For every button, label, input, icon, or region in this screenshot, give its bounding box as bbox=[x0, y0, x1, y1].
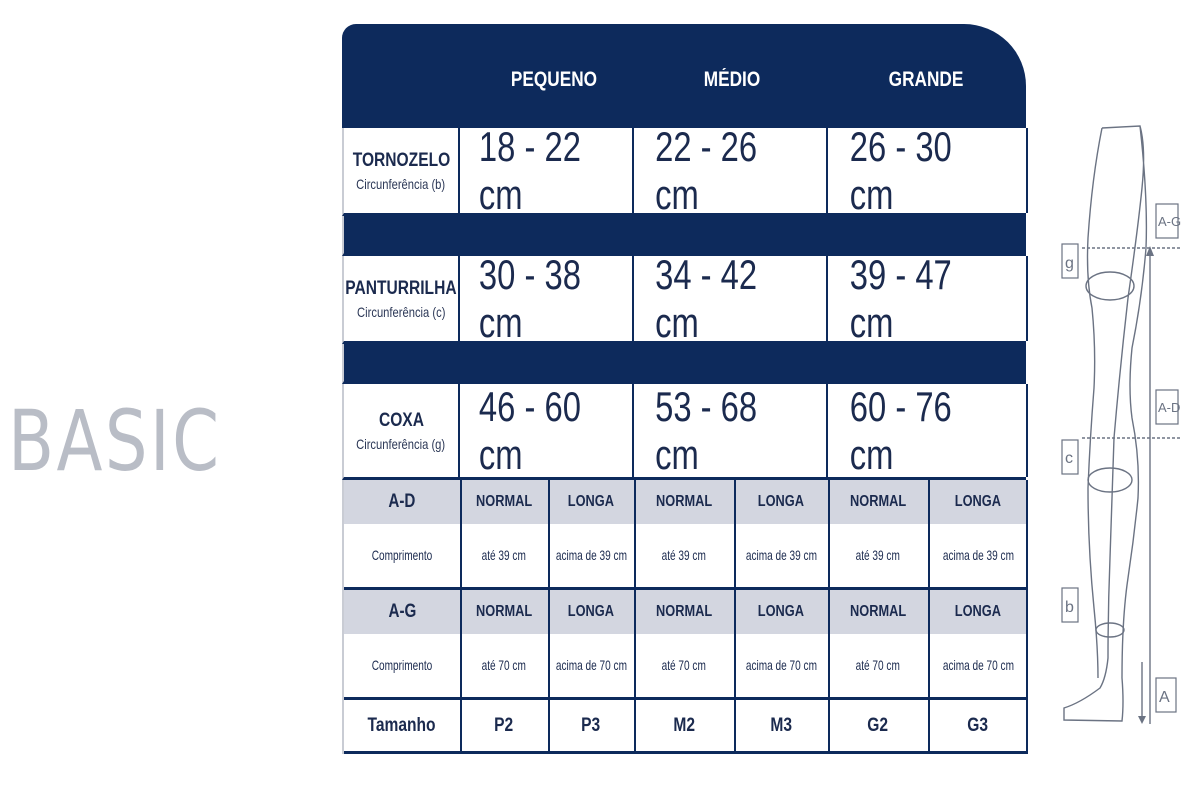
size-code: M2 bbox=[673, 714, 695, 736]
size-medio: MÉDIO bbox=[703, 68, 761, 91]
length-type: NORMAL bbox=[655, 603, 713, 620]
value-pequeno: 30 - 38 cm bbox=[478, 250, 581, 346]
length-block-ag: A-G Comprimento NORMAL LONGA NORMAL LONG… bbox=[342, 590, 1028, 700]
length-type: LONGA bbox=[954, 603, 1002, 620]
size-header: PEQUENO MÉDIO GRANDE bbox=[342, 24, 1026, 128]
value-medio: 22 - 26 cm bbox=[655, 122, 758, 218]
tamanho-label: Tamanho bbox=[367, 714, 437, 736]
row-coxa: COXA Circunferência (g) 46 - 60 cm 53 - … bbox=[342, 382, 1028, 480]
label-cell: PANTURRILHA Circunferência (c) bbox=[344, 256, 460, 341]
measure-label: PANTURRILHA bbox=[345, 277, 457, 299]
divider-band bbox=[342, 344, 1026, 384]
row-tornozelo: TORNOZELO Circunferência (b) 18 - 22 cm … bbox=[342, 123, 1028, 218]
length-value: acima de 70 cm bbox=[555, 657, 627, 673]
label-b: b bbox=[1065, 599, 1074, 616]
length-type: LONGA bbox=[757, 493, 805, 510]
length-value: até 70 cm bbox=[661, 657, 707, 673]
length-sub: Comprimento bbox=[371, 547, 433, 563]
length-type: NORMAL bbox=[849, 493, 907, 510]
length-label: A-D bbox=[388, 491, 416, 512]
size-code: G2 bbox=[867, 714, 889, 736]
label-ad: A-D bbox=[1158, 400, 1180, 415]
length-type: NORMAL bbox=[655, 493, 713, 510]
label-g: g bbox=[1065, 255, 1074, 272]
length-type: LONGA bbox=[567, 493, 615, 510]
label-cell: COXA Circunferência (g) bbox=[344, 384, 460, 477]
length-label: A-G bbox=[388, 601, 416, 622]
size-grande: GRANDE bbox=[888, 68, 964, 91]
value-grande: 26 - 30 cm bbox=[849, 122, 952, 218]
length-value: acima de 39 cm bbox=[555, 547, 627, 563]
measure-label: TORNOZELO bbox=[352, 149, 450, 171]
value-medio: 53 - 68 cm bbox=[655, 382, 758, 478]
size-code: P3 bbox=[581, 714, 601, 736]
measure-label: COXA bbox=[378, 409, 424, 431]
size-pequeno: PEQUENO bbox=[510, 68, 598, 91]
length-type: NORMAL bbox=[475, 493, 533, 510]
length-type: LONGA bbox=[567, 603, 615, 620]
length-value: até 70 cm bbox=[481, 657, 527, 673]
measure-sub: Circunferência (b) bbox=[356, 175, 446, 192]
length-type: NORMAL bbox=[475, 603, 533, 620]
label-a: A bbox=[1159, 689, 1170, 706]
brand-name: BASIC bbox=[8, 392, 222, 490]
length-value: até 39 cm bbox=[855, 547, 901, 563]
value-grande: 60 - 76 cm bbox=[849, 382, 952, 478]
length-value: acima de 70 cm bbox=[745, 657, 817, 673]
length-value: até 39 cm bbox=[661, 547, 707, 563]
length-value: até 39 cm bbox=[481, 547, 527, 563]
measure-sub: Circunferência (c) bbox=[356, 303, 446, 320]
length-block-ad: A-D Comprimento NORMAL LONGA NORMAL LONG… bbox=[342, 480, 1028, 590]
size-chart: PEQUENO MÉDIO GRANDE TORNOZELO Circunfer… bbox=[342, 24, 1028, 756]
divider-band bbox=[342, 216, 1026, 256]
value-pequeno: 46 - 60 cm bbox=[478, 382, 581, 478]
value-grande: 39 - 47 cm bbox=[849, 250, 952, 346]
measure-sub: Circunferência (g) bbox=[356, 435, 446, 452]
length-value: acima de 39 cm bbox=[745, 547, 817, 563]
label-cell: TORNOZELO Circunferência (b) bbox=[344, 128, 460, 213]
row-tamanho: Tamanho P2 P3 M2 M3 G2 G3 bbox=[342, 700, 1028, 754]
row-panturrilha: PANTURRILHA Circunferência (c) 30 - 38 c… bbox=[342, 251, 1028, 346]
length-value: acima de 39 cm bbox=[942, 547, 1014, 563]
leg-measurement-diagram: g A-G c A-D b A bbox=[1061, 125, 1182, 724]
length-type: NORMAL bbox=[849, 603, 907, 620]
length-value: acima de 70 cm bbox=[942, 657, 1014, 673]
label-c: c bbox=[1065, 450, 1073, 467]
size-code: G3 bbox=[967, 714, 989, 736]
size-code: P2 bbox=[494, 714, 514, 736]
length-sub: Comprimento bbox=[371, 657, 433, 673]
length-value: até 70 cm bbox=[855, 657, 901, 673]
label-ag: A-G bbox=[1158, 214, 1181, 229]
length-type: LONGA bbox=[954, 493, 1002, 510]
value-medio: 34 - 42 cm bbox=[655, 250, 758, 346]
value-pequeno: 18 - 22 cm bbox=[478, 122, 581, 218]
length-type: LONGA bbox=[757, 603, 805, 620]
size-code: M3 bbox=[770, 714, 792, 736]
